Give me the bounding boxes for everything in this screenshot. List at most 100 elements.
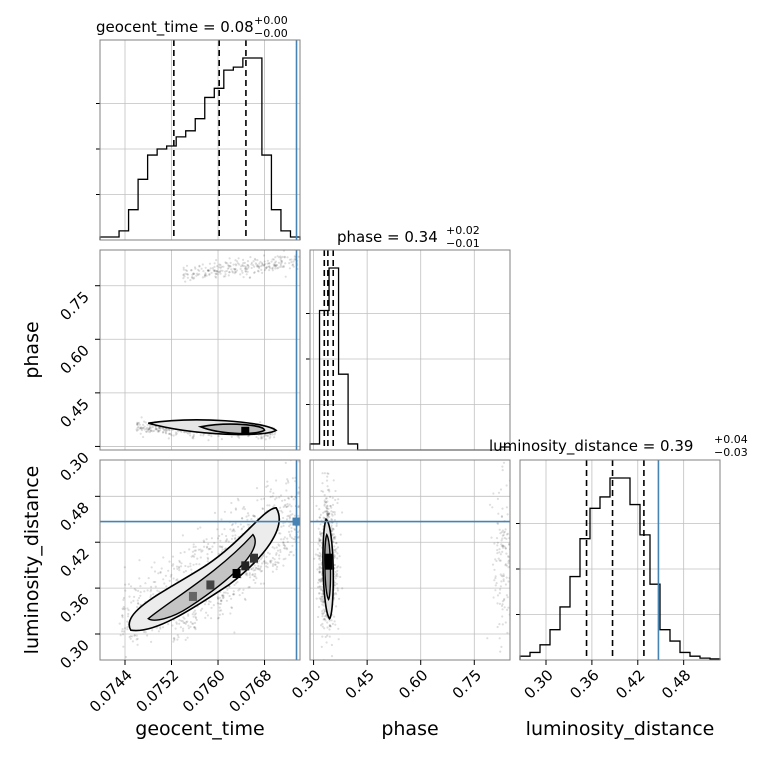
panel-content [118,460,300,659]
x-tick-label: 0.48 [658,666,694,702]
sample-point [297,505,300,508]
sample-point [320,567,323,570]
sample-point [269,559,272,562]
sample-point [495,582,498,585]
panel-frame [309,249,511,451]
sample-point [326,517,329,520]
sample-point [262,554,265,558]
sample-point [279,265,282,268]
sample-point [507,606,510,609]
sample-point [225,539,228,542]
sample-point [220,600,223,603]
sample-point [253,515,256,518]
sample-point [279,258,282,261]
sample-point [259,567,262,570]
sample-point [218,602,221,605]
sample-point [501,544,504,547]
sample-point [341,587,344,590]
sample-point [149,429,152,432]
sample-point [328,512,331,515]
sample-point [321,472,324,475]
sample-point [143,630,146,634]
sample-point [265,266,268,269]
sample-point [323,517,326,520]
sample-point [158,590,161,593]
sample-point [230,597,233,600]
sample-point [185,620,188,624]
sample-point [193,272,196,275]
sample-point [503,606,506,609]
sample-point [190,269,193,272]
sample-point [318,516,321,519]
sample-point [184,622,187,625]
sample-point [136,426,139,429]
sample-point [507,580,510,583]
sample-point [194,616,197,619]
sample-point [326,485,329,488]
sample-point [284,275,287,278]
sample-point [239,523,242,526]
sample-point [286,502,289,506]
sample-point [258,568,261,572]
sample-point [174,627,177,630]
sample-point [150,640,153,644]
sample-point [203,275,206,278]
sample-point [209,547,212,550]
density-peak [325,553,333,570]
sample-point [220,609,223,612]
sample-point [499,488,503,491]
sample-point [246,574,249,577]
sample-point [202,270,205,273]
sample-point [149,590,152,593]
sample-point [257,265,260,268]
sample-point [173,567,176,570]
sample-point [275,568,278,571]
sample-point [321,595,324,598]
sample-point [165,585,168,588]
sample-point [201,263,204,266]
x-tick-label: 0.0752 [132,666,182,716]
sample-point [190,269,193,272]
sample-point [244,598,247,602]
sample-point [270,559,273,562]
sample-point [207,439,210,442]
sample-point [194,545,197,548]
sample-point [159,427,162,430]
sample-point [322,601,325,604]
sample-point [233,530,236,533]
sample-point [140,426,143,429]
sample-point [136,637,139,640]
sample-point [216,273,219,276]
sample-point [324,615,327,618]
sample-point [203,603,207,606]
sample-point [324,497,328,500]
sample-point [333,513,336,516]
sample-point [496,549,499,552]
sample-point [162,556,165,559]
sample-point [157,429,160,432]
sample-point [317,605,321,609]
sample-point [230,268,233,271]
sample-point [183,621,186,625]
sample-point [205,611,208,614]
sample-point [205,546,209,549]
sample-point [289,514,292,517]
sample-point [494,584,497,587]
sample-point [271,564,274,568]
sample-point [255,577,258,580]
sample-point [202,539,205,542]
x-tick-label: 0.0768 [226,666,276,716]
x-tick-label: 0.60 [395,666,431,702]
sample-point [274,563,277,566]
hist-step-line [519,477,721,660]
sample-point [314,553,317,556]
sample-point [231,522,234,526]
sample-point [293,255,296,258]
sample-point [255,435,258,439]
sample-point [499,588,502,591]
sample-point [210,551,213,554]
sample-point [177,636,180,639]
sample-point [286,478,289,481]
sample-point [318,567,321,571]
sample-point [218,609,221,612]
